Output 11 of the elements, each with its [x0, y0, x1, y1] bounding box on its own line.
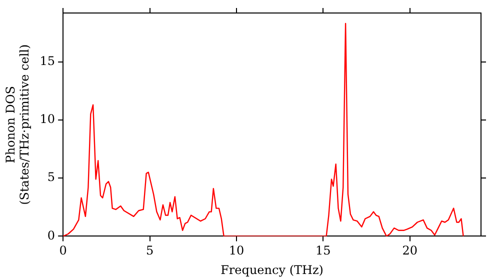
y-tick-label: 10: [40, 112, 56, 126]
x-tick-label: 20: [402, 244, 418, 258]
y-axis-title: Phonon DOS (States/THz·primitive cell): [3, 44, 32, 205]
x-axis-title: Frequency (THz): [220, 262, 324, 277]
x-tick-label: 5: [146, 244, 154, 258]
y-tick-label: 5: [47, 170, 56, 184]
x-tick-label: 10: [228, 244, 244, 258]
y-tick-label: 15: [40, 54, 56, 68]
x-tick-label: 0: [59, 244, 67, 258]
x-tick-label: 15: [316, 244, 331, 258]
y-tick-label: 0: [47, 228, 56, 242]
